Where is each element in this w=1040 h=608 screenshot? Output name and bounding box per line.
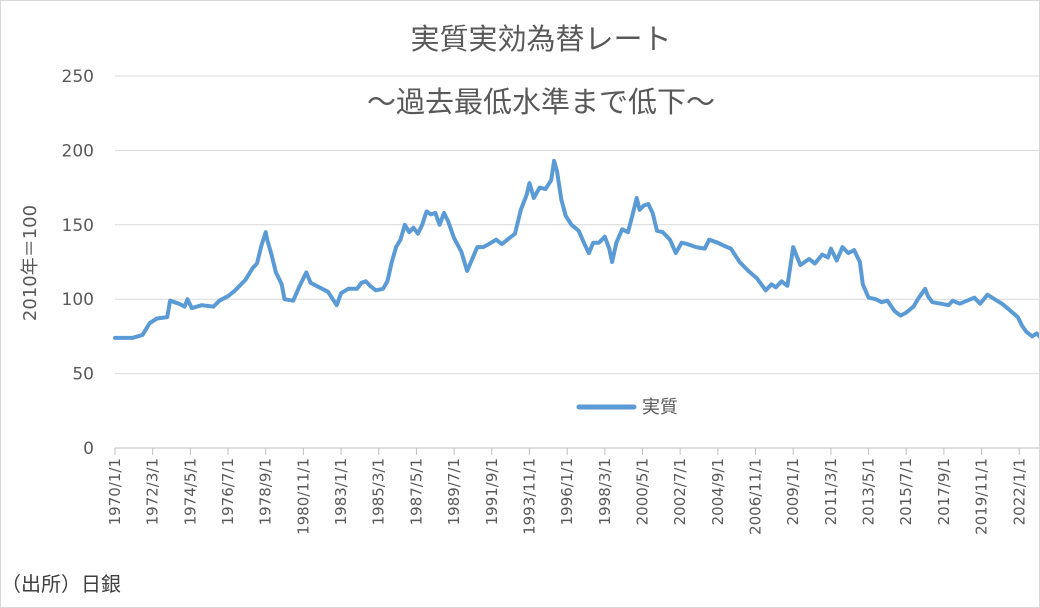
x-tick-label: 1974/5/1 <box>181 458 199 525</box>
x-tick-label: 2006/11/1 <box>747 458 765 535</box>
source-note: （出所）日銀 <box>1 572 121 596</box>
x-tick-label: 1976/7/1 <box>219 458 237 525</box>
x-tick-label: 2013/5/1 <box>860 458 878 525</box>
x-tick-label: 2017/9/1 <box>935 458 953 525</box>
y-axis: 0 50 100 150 200 250 <box>62 67 94 459</box>
x-tick-label: 1987/5/1 <box>407 458 425 525</box>
x-tick-label: 1985/3/1 <box>370 458 388 525</box>
x-tick-label: 1998/3/1 <box>596 458 614 525</box>
y-tick-label: 250 <box>62 67 94 87</box>
x-tick-label: 2002/7/1 <box>671 458 689 525</box>
y-tick-label: 50 <box>72 365 94 385</box>
chart-subtitle: ～過去最低水準まで低下～ <box>367 85 715 119</box>
y-axis-title: 2010年＝100 <box>20 205 41 321</box>
x-tick-label: 2015/7/1 <box>897 458 915 525</box>
y-tick-label: 150 <box>62 216 94 236</box>
x-tick-label: 2011/3/1 <box>822 458 840 525</box>
series-layer <box>113 158 1039 340</box>
x-tick-label: 2004/9/1 <box>709 458 727 525</box>
x-tick-label: 1996/1/1 <box>558 458 576 525</box>
x-tick-label: 1991/9/1 <box>483 458 501 525</box>
x-tick-label: 2000/5/1 <box>633 458 651 525</box>
y-tick-label: 0 <box>83 439 94 459</box>
x-tick-label: 1989/7/1 <box>445 458 463 525</box>
x-tick-label: 2022/1/1 <box>1010 458 1028 525</box>
x-tick-label: 2009/1/1 <box>784 458 802 525</box>
series-line <box>113 158 1039 340</box>
x-tick-label: 1993/11/1 <box>520 458 538 535</box>
y-tick-label: 100 <box>62 290 94 310</box>
y-tick-label: 200 <box>62 141 94 161</box>
legend-label: 実質 <box>642 397 678 418</box>
legend: 実質 <box>576 397 678 418</box>
x-axis: 1970/1/1 1972/3/1 1974/5/1 1976/7/1 1978/9/1… <box>106 448 1028 535</box>
x-tick-label: 1972/3/1 <box>144 458 162 525</box>
x-tick-label: 1980/11/1 <box>294 458 312 535</box>
x-tick-label: 1978/9/1 <box>257 458 275 525</box>
chart-title: 実質実効為替レート <box>410 22 671 56</box>
x-tick-label: 1970/1/1 <box>106 458 124 525</box>
gridlines <box>115 75 1039 449</box>
x-tick-label: 1983/1/1 <box>332 458 350 525</box>
x-tick-label: 2019/11/1 <box>973 458 991 535</box>
